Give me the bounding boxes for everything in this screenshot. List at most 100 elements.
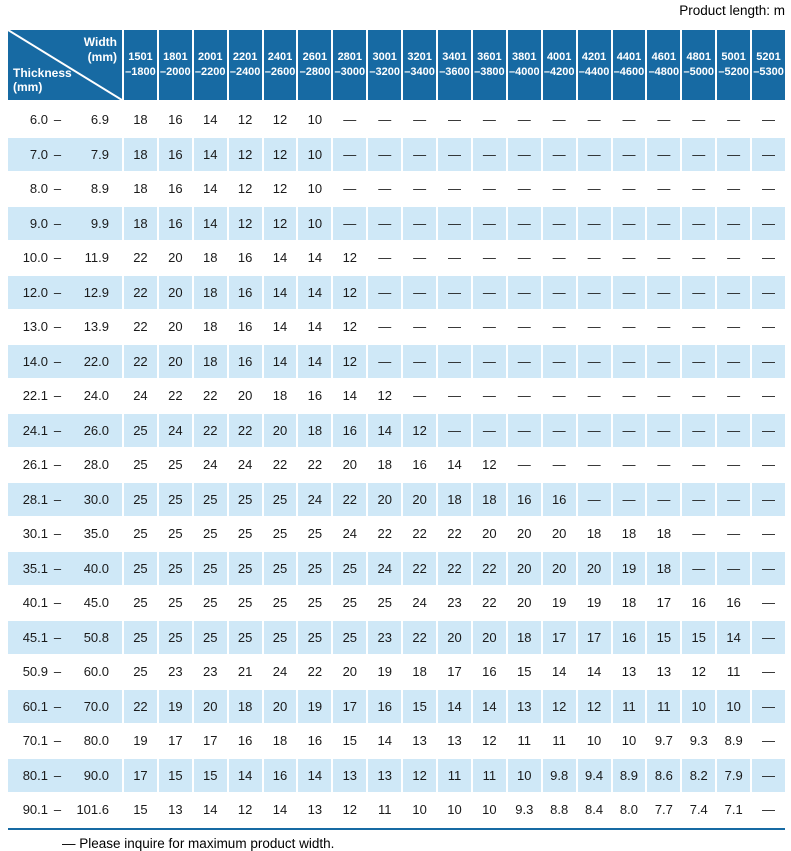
table-cell: 11 (647, 689, 681, 723)
table-cell: 25 (193, 586, 227, 620)
table-cell: 20 (368, 482, 402, 516)
table-cell: — (542, 172, 576, 206)
table-cell: 7.9 (717, 758, 751, 792)
table-cell: 20 (403, 482, 437, 516)
column-header-width-range: 2001 –2200 (193, 30, 227, 100)
table-cell: 25 (158, 448, 192, 482)
table-cell: — (333, 206, 367, 240)
table-cell: 20 (158, 241, 192, 275)
table-cell: — (752, 517, 785, 551)
table-cell: 10 (472, 793, 506, 827)
table-cell: 15 (124, 793, 157, 827)
table-cell: 11 (507, 724, 541, 758)
table-cell: 16 (228, 344, 262, 378)
table-cell: — (717, 413, 751, 447)
table-cell: 22 (193, 413, 227, 447)
table-cell: 14 (577, 655, 611, 689)
table-cell: 14 (263, 793, 297, 827)
table-cell: 17 (124, 758, 157, 792)
table-cell: — (682, 137, 716, 171)
table-cell: 22 (403, 551, 437, 585)
table-cell: 17 (158, 724, 192, 758)
table-cell: — (403, 275, 437, 309)
table-cell: 20 (333, 655, 367, 689)
table-cell: 19 (368, 655, 402, 689)
table-cell: — (507, 275, 541, 309)
table-cell: — (368, 344, 402, 378)
footnote: — Please inquire for maximum product wid… (62, 835, 335, 851)
table-cell: 8.8 (542, 793, 576, 827)
table-cell: 13 (403, 724, 437, 758)
table-cell: — (682, 241, 716, 275)
table-cell: 9.3 (507, 793, 541, 827)
thickness-range-cell: 24.1 – 26.0 (8, 413, 122, 447)
table-cell: 7.4 (682, 793, 716, 827)
table-row: 80.1 – 90.0 17 15 15 14 16 14 13 13 12 11 11 10 9.8 9… (8, 758, 785, 792)
column-header-width-range: 3001 –3200 (368, 30, 402, 100)
thickness-range-cell: 90.1 – 101.6 (8, 793, 122, 827)
table-cell: 14 (263, 241, 297, 275)
table-cell: 24 (368, 551, 402, 585)
table-cell: 24 (403, 586, 437, 620)
table-cell: — (612, 206, 646, 240)
table-cell: 18 (263, 724, 297, 758)
table-cell: 18 (647, 517, 681, 551)
table-cell: — (542, 103, 576, 137)
table-cell: — (647, 137, 681, 171)
table-row: 50.9 – 60.0 25 23 23 21 24 22 20 19 18 17 16 15 14 14… (8, 655, 785, 689)
table-cell: 20 (542, 551, 576, 585)
table-cell: 25 (228, 517, 262, 551)
table-cell: 25 (124, 517, 157, 551)
table-cell: 19 (612, 551, 646, 585)
table-cell: 14 (263, 310, 297, 344)
table-cell: 25 (193, 482, 227, 516)
table-row: 24.1 – 26.0 25 24 22 22 20 18 16 14 12— — — — — — — — — — (8, 413, 785, 447)
table-cell: — (612, 379, 646, 413)
table-cell: 25 (124, 620, 157, 654)
table-cell: — (717, 344, 751, 378)
table-cell: — (647, 310, 681, 344)
table-cell: 12 (228, 103, 262, 137)
table-cell: 13 (438, 724, 471, 758)
table-cell: — (403, 344, 437, 378)
table-cell: — (542, 275, 576, 309)
table-cell: — (577, 310, 611, 344)
table-cell: — (368, 206, 402, 240)
table-cell: — (752, 793, 785, 827)
table-cell: 10 (577, 724, 611, 758)
table-cell: 15 (158, 758, 192, 792)
table-cell: 13 (333, 758, 367, 792)
table-cell: — (752, 344, 785, 378)
table-cell: — (472, 137, 506, 171)
table-cell: — (542, 206, 576, 240)
table-cell: 18 (403, 655, 437, 689)
table-row: 8.0 – 8.9 18 16 14 12 12 10— — — — — — — — — — — — — (8, 172, 785, 206)
table-cell: — (717, 517, 751, 551)
table-cell: — (542, 413, 576, 447)
thickness-range-cell: 6.0 – 6.9 (8, 103, 122, 137)
table-cell: 17 (333, 689, 367, 723)
table-cell: 8.0 (612, 793, 646, 827)
table-cell: 22 (472, 586, 506, 620)
thickness-range-cell: 28.1 – 30.0 (8, 482, 122, 516)
table-cell: 20 (158, 344, 192, 378)
table-cell: 25 (158, 586, 192, 620)
table-cell: 16 (542, 482, 576, 516)
table-row: 30.1 – 35.0 25 25 25 25 25 25 24 22 22 22 20 20 20 18… (8, 517, 785, 551)
table-row: 45.1 – 50.8 25 25 25 25 25 25 25 23 22 20 20 18 17 17… (8, 620, 785, 654)
table-cell: 12 (472, 724, 506, 758)
table-cell: 12 (333, 310, 367, 344)
table-cell: 22 (124, 241, 157, 275)
table-cell: 10 (682, 689, 716, 723)
table-cell: 18 (577, 517, 611, 551)
table-cell: 20 (193, 689, 227, 723)
table-cell: — (682, 275, 716, 309)
table-cell: 17 (193, 724, 227, 758)
table-cell: — (752, 137, 785, 171)
table-cell: — (507, 172, 541, 206)
table-row: 6.0 – 6.9 18 16 14 12 12 10— — — — — — — — — — — — — (8, 103, 785, 137)
table-cell: 18 (193, 241, 227, 275)
table-cell: 24 (333, 517, 367, 551)
table-cell: 22 (438, 517, 471, 551)
table-cell: — (542, 448, 576, 482)
